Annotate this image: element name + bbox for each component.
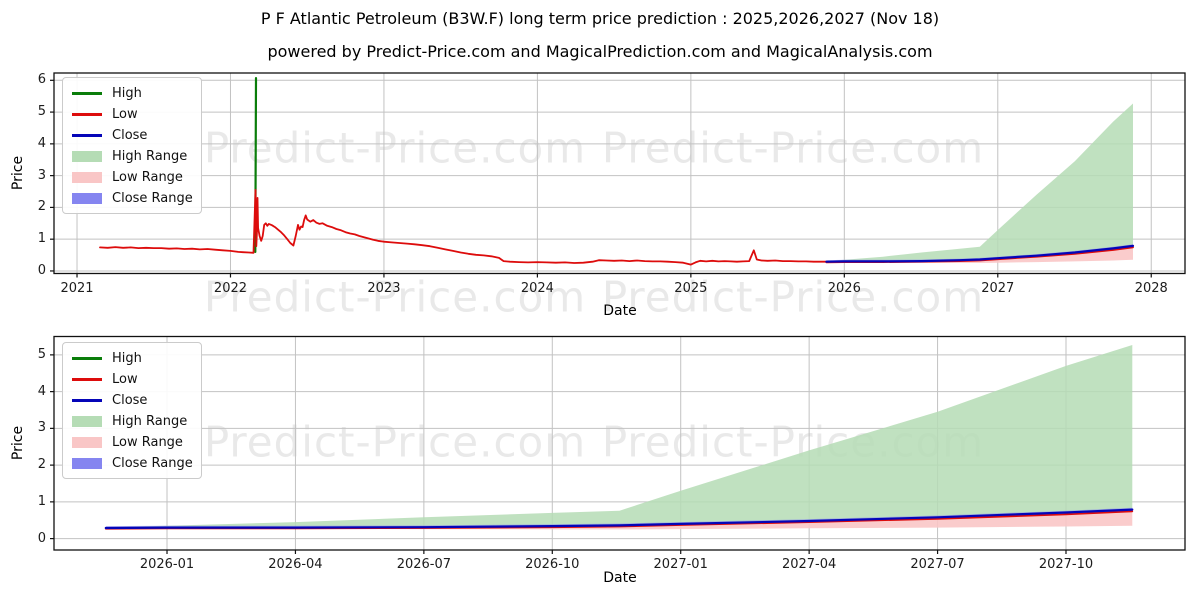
legend-item-close-range: Close Range [63,188,201,209]
legend-label: High [112,351,142,366]
chart-subtitle: powered by Predict-Price.com and Magical… [267,42,933,61]
plot-border [53,72,1186,275]
chart-title: P F Atlantic Petroleum (B3W.F) long term… [260,9,940,28]
legend-item-low: Low [63,369,201,390]
close-forecast [825,244,1135,263]
watermark-text: Predict-Price.com [601,123,985,173]
low-line-swatch [72,378,102,381]
high-line-swatch [72,357,102,360]
x-tick-label: 2026-07 [396,557,452,572]
low-history [99,189,833,266]
x-tick-label: 2021 [60,281,94,296]
x-axis-label-top: Date [603,303,637,319]
x-tick-label: 2026-10 [525,557,580,572]
close-line-swatch [72,399,102,402]
legend-item-high-range: High Range [63,411,201,432]
legend-bottom-chart: High Low Close High Range Low Range Clos… [62,342,202,479]
y-tick-label: 2 [37,199,46,215]
x-tick-label: 2027-04 [781,557,837,572]
legend-item-high: High [63,83,201,104]
x-tick-label: 2024 [520,281,554,296]
close-range-swatch [72,458,102,469]
high-range-band [826,103,1133,262]
legend-label: Low Range [112,435,183,450]
legend-label: High Range [112,414,188,429]
legend-top-chart: High Low Close High Range Low Range Clos… [62,77,202,214]
legend-label: High [112,86,142,101]
legend-item-low-range: Low Range [63,432,201,453]
close-line-swatch [72,134,102,137]
x-tick-label: 2026-04 [268,557,323,572]
low-range-swatch [72,172,102,183]
low-range-swatch [72,437,102,448]
x-tick-label: 2028 [1134,281,1168,296]
watermark-text: Predict-Price.com [203,272,587,322]
high-range-swatch [72,151,102,162]
legend-item-low-range: Low Range [63,167,201,188]
y-tick-label: 6 [37,72,46,88]
legend-item-close: Close [63,390,201,411]
legend-label: Low Range [112,170,183,185]
legend-item-high-range: High Range [63,146,201,167]
close-range-swatch [72,193,102,204]
legend-label: High Range [112,149,188,164]
legend-label: Low [112,107,138,122]
y-tick-label: 3 [37,167,46,183]
y-tick-label: 2 [37,457,46,473]
y-tick-label: 1 [37,231,46,247]
low-line-swatch [72,113,102,116]
x-axis-label-bottom: Date [603,570,637,586]
legend-label: Close [112,128,148,143]
legend-label: Close Range [112,191,193,206]
y-tick-label: 5 [37,104,46,120]
low-range-band [105,509,1133,530]
legend-item-close-range: Close Range [63,453,201,474]
watermark-text: Predict-Price.com [203,417,587,467]
high-range-swatch [72,416,102,427]
y-tick-label: 4 [37,383,46,399]
legend-item-close: Close [63,125,201,146]
watermark-text: Predict-Price.com [203,123,587,173]
y-tick-label: 5 [37,346,46,362]
legend-label: Close Range [112,456,193,471]
x-tick-label: 2027 [981,281,1015,296]
legend-item-high: High [63,348,201,369]
high-line-swatch [72,92,102,95]
x-tick-label: 2022 [213,281,248,296]
x-tick-label: 2027-01 [653,557,708,572]
x-tick-label: 2026 [827,281,861,296]
x-tick-label: 2027-07 [910,557,965,572]
legend-item-low: Low [63,104,201,125]
y-tick-label: 4 [37,135,46,151]
y-tick-label: 0 [37,530,46,546]
close-forecast [104,508,1134,530]
low-range-band [826,245,1133,263]
x-tick-label: 2027-10 [1038,557,1094,572]
y-tick-label: 3 [37,420,46,436]
legend-label: Low [112,372,138,387]
plot-border [53,335,1186,551]
watermark-text: Predict-Price.com [601,272,985,322]
x-tick-label: 2026-01 [139,557,195,572]
high-range-band [105,345,1133,528]
y-tick-label: 0 [37,262,46,278]
x-tick-label: 2025 [674,281,708,296]
y-tick-label: 1 [37,493,46,509]
x-tick-label: 2023 [367,281,401,296]
legend-label: Close [112,393,148,408]
